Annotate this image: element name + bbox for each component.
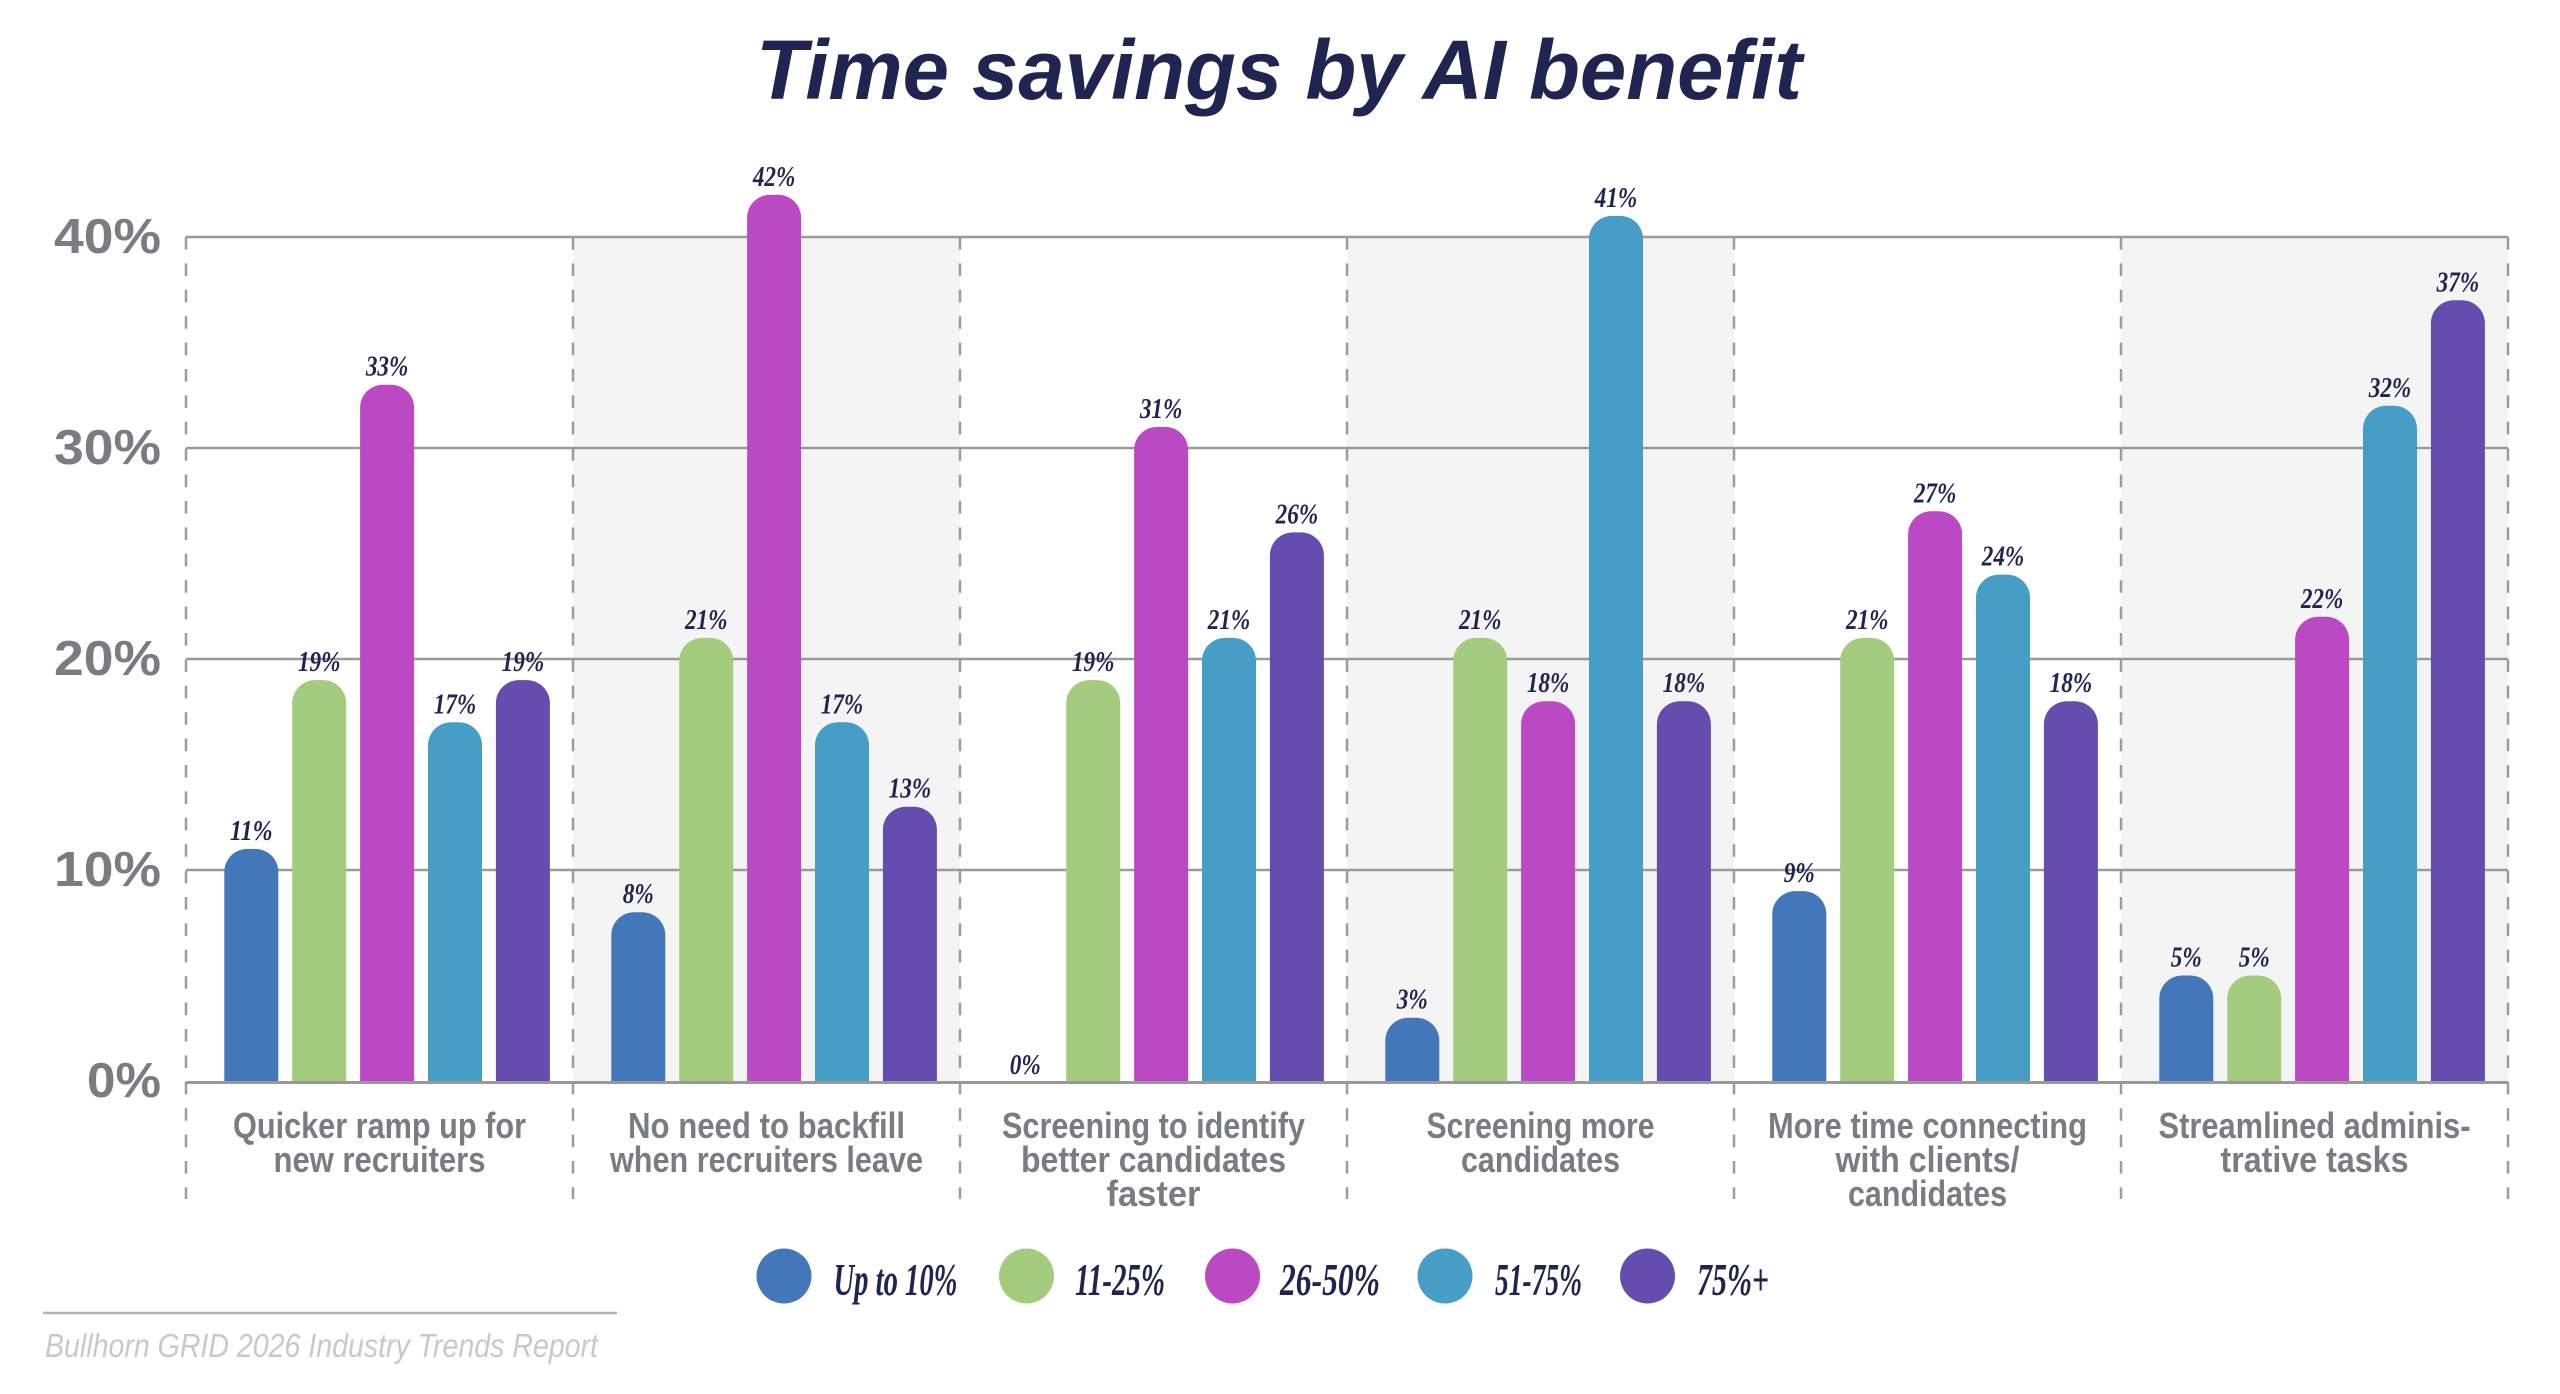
- svg-text:30%: 30%: [54, 421, 161, 475]
- svg-text:5%: 5%: [2239, 942, 2270, 974]
- svg-text:19%: 19%: [1072, 646, 1115, 678]
- svg-text:41%: 41%: [1594, 182, 1637, 214]
- svg-text:26%: 26%: [1275, 498, 1318, 530]
- svg-text:19%: 19%: [502, 646, 545, 678]
- svg-text:More time connecting: More time connecting: [1768, 1105, 2087, 1146]
- svg-text:11%: 11%: [230, 815, 273, 847]
- svg-text:0%: 0%: [87, 1054, 161, 1108]
- svg-text:33%: 33%: [365, 351, 408, 383]
- svg-text:Screening more: Screening more: [1427, 1105, 1655, 1146]
- svg-text:32%: 32%: [2368, 372, 2411, 404]
- svg-text:candidates: candidates: [1848, 1173, 2007, 1214]
- svg-text:trative tasks: trative tasks: [2221, 1139, 2409, 1180]
- svg-text:40%: 40%: [54, 210, 161, 264]
- svg-text:13%: 13%: [889, 773, 932, 805]
- svg-text:faster: faster: [1107, 1173, 1201, 1214]
- svg-text:8%: 8%: [623, 878, 654, 910]
- svg-text:21%: 21%: [1207, 604, 1250, 636]
- svg-text:27%: 27%: [1913, 477, 1956, 509]
- svg-text:3%: 3%: [1396, 984, 1428, 1016]
- svg-text:24%: 24%: [1981, 541, 2024, 573]
- svg-text:9%: 9%: [1784, 857, 1815, 889]
- svg-text:Screening to identify: Screening to identify: [1002, 1105, 1305, 1146]
- svg-text:Streamlined adminis-: Streamlined adminis-: [2159, 1105, 2471, 1146]
- svg-text:0%: 0%: [1010, 1049, 1041, 1081]
- svg-text:when recruiters leave: when recruiters leave: [609, 1139, 923, 1180]
- svg-text:18%: 18%: [1663, 667, 1706, 699]
- svg-text:20%: 20%: [54, 632, 161, 686]
- svg-text:No need to backfill: No need to backfill: [628, 1105, 905, 1146]
- svg-text:17%: 17%: [434, 688, 477, 720]
- svg-text:22%: 22%: [2300, 583, 2343, 615]
- svg-text:37%: 37%: [2436, 266, 2479, 298]
- svg-text:11-25%: 11-25%: [1075, 1255, 1165, 1305]
- svg-text:31%: 31%: [1139, 393, 1182, 425]
- svg-text:10%: 10%: [54, 843, 161, 897]
- svg-text:with clients/: with clients/: [1835, 1139, 2020, 1180]
- svg-text:51-75%: 51-75%: [1495, 1255, 1582, 1305]
- svg-text:Bullhorn GRID 2026 Industry Tr: Bullhorn GRID 2026 Industry Trends Repor…: [45, 1327, 600, 1364]
- svg-text:18%: 18%: [1527, 667, 1570, 699]
- svg-text:18%: 18%: [2050, 667, 2093, 699]
- svg-text:Up to 10%: Up to 10%: [834, 1255, 958, 1305]
- svg-text:candidates: candidates: [1461, 1139, 1620, 1180]
- svg-text:Quicker ramp up for: Quicker ramp up for: [233, 1105, 526, 1146]
- svg-text:better candidates: better candidates: [1021, 1139, 1286, 1180]
- svg-text:75%+: 75%+: [1697, 1255, 1769, 1305]
- svg-text:21%: 21%: [684, 604, 727, 636]
- svg-text:42%: 42%: [752, 161, 795, 193]
- svg-text:19%: 19%: [298, 646, 341, 678]
- svg-text:5%: 5%: [2171, 942, 2202, 974]
- svg-text:new recruiters: new recruiters: [274, 1139, 486, 1180]
- svg-text:26-50%: 26-50%: [1279, 1255, 1380, 1305]
- svg-text:21%: 21%: [1458, 604, 1501, 636]
- svg-text:Time savings by AI benefit: Time savings by AI benefit: [756, 23, 1805, 117]
- svg-text:21%: 21%: [1845, 604, 1888, 636]
- svg-text:17%: 17%: [821, 688, 864, 720]
